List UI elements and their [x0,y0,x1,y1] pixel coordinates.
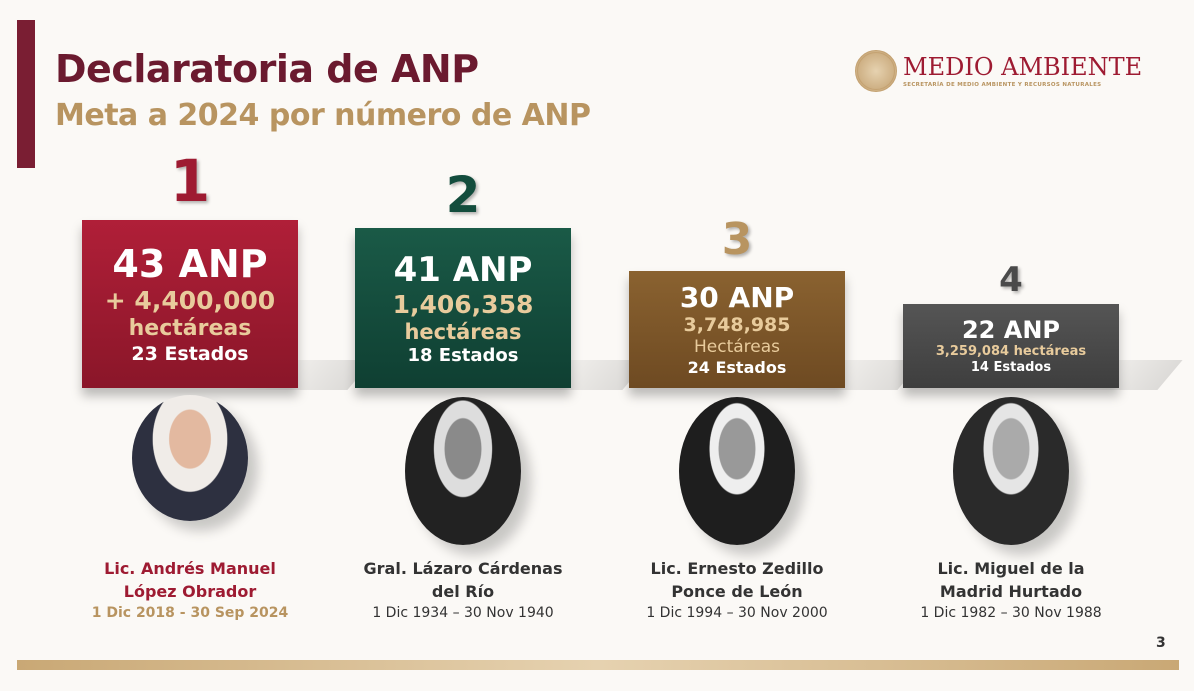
portrait-de-la-madrid [953,397,1069,545]
name-line1: Lic. Miguel de la [937,559,1085,578]
hectares-label: hectáreas [404,319,522,344]
name-line2: López Obrador [123,582,257,601]
states: 18 Estados [407,344,519,366]
term: 1 Dic 1934 – 30 Nov 1940 [372,605,554,621]
slide-title: Declaratoria de ANP [55,47,479,91]
term: 1 Dic 1994 – 30 Nov 2000 [646,605,828,621]
logo-name: MEDIO AMBIENTE [903,53,1143,81]
rank-2-box: 41 ANP 1,406,358 hectáreas 18 Estados [355,228,571,388]
hectares-label: Hectáreas [693,337,781,358]
name-line2: Ponce de León [671,582,803,601]
hectares-label: hectáreas [128,316,252,342]
anp-count: 30 ANP [679,281,795,315]
rank-1: 1 [169,147,211,215]
states: 14 Estados [970,360,1052,375]
logo-subtitle: SECRETARÍA DE MEDIO AMBIENTE Y RECURSOS … [903,82,1102,88]
portrait-amlo [132,395,248,521]
hectares: 1,406,358 [392,289,534,319]
name-line2: del Río [431,582,495,601]
national-seal-icon [855,50,897,92]
hectares: 3,259,084 hectáreas [935,344,1087,360]
portrait-zedillo [679,397,795,545]
anp-count: 43 ANP [112,242,268,287]
name-line2: Madrid Hurtado [939,582,1083,601]
term: 1 Dic 1982 – 30 Nov 1988 [920,605,1102,621]
rank-1-box: 43 ANP + 4,400,000 hectáreas 23 Estados [82,220,298,388]
rank-4-box: 22 ANP 3,259,084 hectáreas 14 Estados [903,304,1119,388]
rank-4: 4 [999,260,1023,300]
name-line1: Gral. Lázaro Cárdenas [363,559,563,578]
anp-count: 41 ANP [393,249,533,290]
page-number: 3 [1156,635,1166,651]
anp-count: 22 ANP [961,316,1060,345]
slide-subtitle: Meta a 2024 por número de ANP [55,98,591,133]
term: 1 Dic 2018 - 30 Sep 2024 [91,605,289,621]
hectares: 3,748,985 [683,314,791,337]
states: 24 Estados [687,357,787,377]
medio-ambiente-logo: MEDIO AMBIENTE SECRETARÍA DE MEDIO AMBIE… [855,50,1142,92]
portrait-cardenas [405,397,521,545]
rank-3: 3 [721,214,753,265]
bottom-bar [17,660,1179,670]
name-line1: Lic. Ernesto Zedillo [650,559,824,578]
rank-3-box: 30 ANP 3,748,985 Hectáreas 24 Estados [629,271,845,388]
states: 23 Estados [131,342,249,365]
name-line1: Lic. Andrés Manuel [104,559,276,578]
hectares: + 4,400,000 [104,286,276,316]
rank-2: 2 [445,166,481,224]
accent-bar [17,20,35,168]
